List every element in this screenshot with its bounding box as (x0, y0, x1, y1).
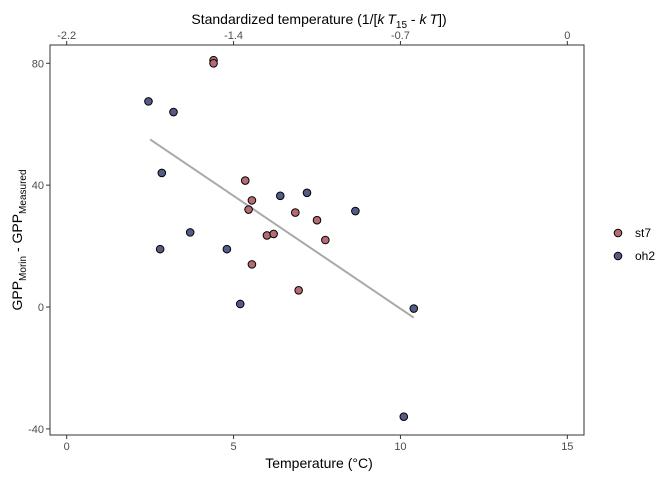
y-tick-label: 0 (38, 302, 44, 314)
data-point-st7 (291, 208, 300, 217)
top-axis-title-pre: Standardized temperature (1/[ (191, 11, 377, 27)
data-point-oh2 (399, 412, 409, 422)
top-axis-title-sub15: 15 (396, 20, 408, 31)
data-point-oh2 (351, 206, 360, 216)
top-axis-title-k2: k (420, 11, 428, 27)
top-tick-label: -0.7 (391, 30, 410, 42)
legend-key-oh2 (613, 251, 623, 261)
y-axis-title-mid: - GPP (9, 214, 25, 256)
trend-line (149, 138, 415, 319)
y-tick-label: 80 (32, 58, 44, 70)
x-axis-ticks: 0 5 10 15 (64, 435, 573, 453)
data-point-st7 (247, 260, 257, 269)
data-point-oh2 (235, 299, 245, 309)
top-axis-title-T2: T (430, 11, 440, 27)
data-points (144, 55, 419, 422)
data-point-st7 (247, 196, 257, 205)
top-axis-ticks: -2.2 -1.4 -0.7 0 (57, 30, 570, 45)
y-tick-label: 40 (32, 180, 44, 192)
y-axis-title-sub-measured: Measured (18, 169, 29, 213)
top-axis-title: Standardized temperature (1/[k T15 - k T]) (191, 11, 446, 31)
plot-panel-border (49, 44, 585, 436)
x-tick-label: 0 (64, 441, 70, 453)
y-axis-ticks: -40 0 40 80 (28, 58, 50, 436)
legend: st7 oh2 (613, 226, 655, 263)
data-point-oh2 (185, 228, 195, 237)
data-point-st7 (312, 215, 322, 225)
x-axis-title: Temperature (°C) (265, 455, 373, 471)
legend-label-st7: st7 (635, 226, 651, 240)
data-point-st7 (244, 205, 253, 214)
data-point-oh2 (144, 97, 153, 106)
x-tick-label: 5 (231, 441, 237, 453)
top-axis-title-post: ]) (438, 11, 447, 27)
data-point-st7 (209, 58, 218, 68)
data-point-st7 (240, 176, 250, 185)
data-point-st7 (321, 235, 330, 245)
top-tick-label: -1.4 (224, 30, 243, 42)
data-point-oh2 (169, 107, 178, 117)
y-tick-label: -40 (28, 424, 44, 436)
y-axis-title-sub-morin: Morin (18, 256, 29, 281)
legend-label-oh2: oh2 (635, 249, 655, 263)
top-axis-title-mid: - (407, 11, 419, 27)
data-point-oh2 (222, 244, 232, 254)
data-point-oh2 (275, 191, 285, 201)
x-tick-label: 15 (561, 441, 573, 453)
data-point-oh2 (155, 244, 165, 254)
top-tick-label: 0 (564, 30, 570, 42)
y-axis-title-main: GPP (9, 281, 25, 311)
x-tick-label: 10 (394, 441, 406, 453)
data-point-oh2 (302, 188, 312, 198)
data-point-st7 (294, 285, 303, 295)
data-point-oh2 (157, 168, 167, 178)
y-axis-title: GPPMorin - GPPMeasured (9, 169, 29, 310)
data-point-st7 (269, 229, 278, 239)
top-axis-title-k1: k (377, 11, 385, 27)
legend-key-st7 (613, 228, 623, 238)
top-axis-title-T1: T (387, 11, 397, 27)
data-point-oh2 (409, 304, 419, 313)
top-tick-label: -2.2 (57, 30, 76, 42)
